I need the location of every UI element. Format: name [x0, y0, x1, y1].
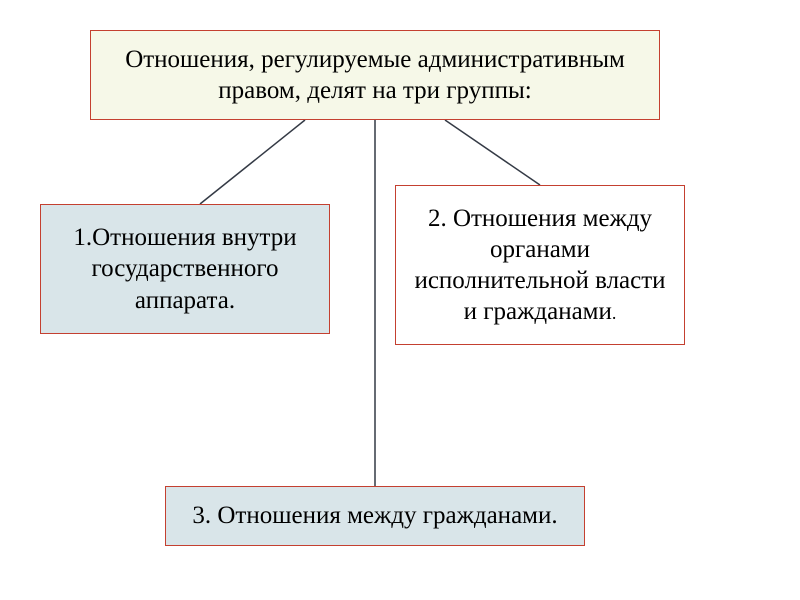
child-box-3: 3. Отношения между гражданами.: [165, 486, 585, 546]
child-box-3-text: 3. Отношения между гражданами.: [192, 500, 557, 531]
root-box: Отношения, регулируемые административным…: [90, 30, 660, 120]
child-box-2-text: 2. Отношения между органами исполнительн…: [410, 203, 670, 328]
root-box-text: Отношения, регулируемые административным…: [105, 44, 645, 107]
child-box-1: 1.Отношения внутри государственного аппа…: [40, 204, 330, 334]
child-box-1-text: 1.Отношения внутри государственного аппа…: [55, 222, 315, 316]
child-box-2: 2. Отношения между органами исполнительн…: [395, 185, 685, 345]
